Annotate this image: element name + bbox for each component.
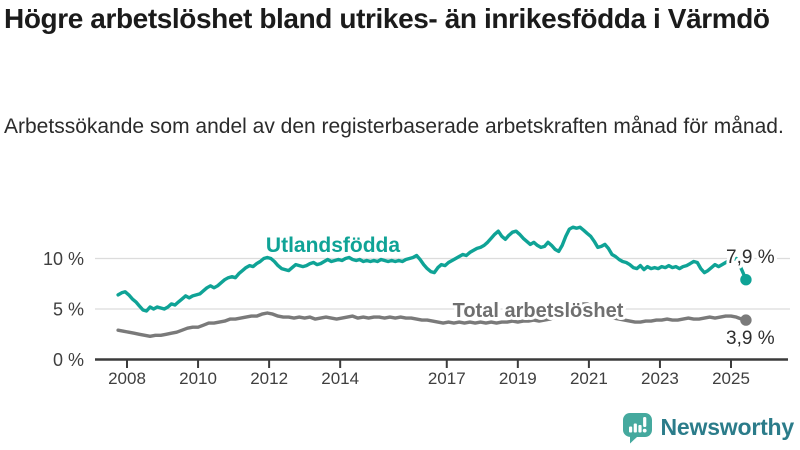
x-axis-tick-label: 2025 — [712, 369, 750, 388]
x-axis-tick-label: 2021 — [570, 369, 608, 388]
y-axis-tick-label: 5 % — [53, 300, 84, 320]
line-total-arbetsloshet — [116, 301, 748, 338]
x-axis-tick-label: 2019 — [499, 369, 537, 388]
bar-chart-speech-bubble-icon — [622, 413, 652, 444]
x-axis-tick-label: 2010 — [179, 369, 217, 388]
end-value-label: 7,9 % — [726, 247, 775, 268]
x-axis-tick-label: 2014 — [321, 369, 359, 388]
y-axis-tick-label: 10 % — [43, 249, 84, 269]
x-axis-tick-label: 2012 — [250, 369, 288, 388]
x-axis-tick-label: 2017 — [428, 369, 466, 388]
series-label-total-arbetsloshet: Total arbetslöshet — [453, 300, 624, 322]
x-axis-tick-label: 2023 — [641, 369, 679, 388]
series-label-utlandsfodda: Utlandsfödda — [266, 234, 400, 257]
page-subtitle: Arbetssökande som andel av den registerb… — [4, 115, 784, 138]
page-title: Högre arbetslöshet bland utrikes- än inr… — [4, 3, 770, 34]
newsworthy-logo: Newsworthy — [621, 411, 794, 444]
newsworthy-logo-text: Newsworthy — [660, 414, 795, 440]
end-value-label: 3,9 % — [726, 328, 775, 349]
line-utlandsfodda — [116, 225, 748, 313]
y-axis-tick-label: 0 % — [53, 350, 84, 370]
end-dot-total-arbetsloshet — [740, 314, 752, 326]
x-axis-tick-label: 2008 — [108, 369, 146, 388]
end-dot-utlandsfodda — [740, 274, 752, 286]
